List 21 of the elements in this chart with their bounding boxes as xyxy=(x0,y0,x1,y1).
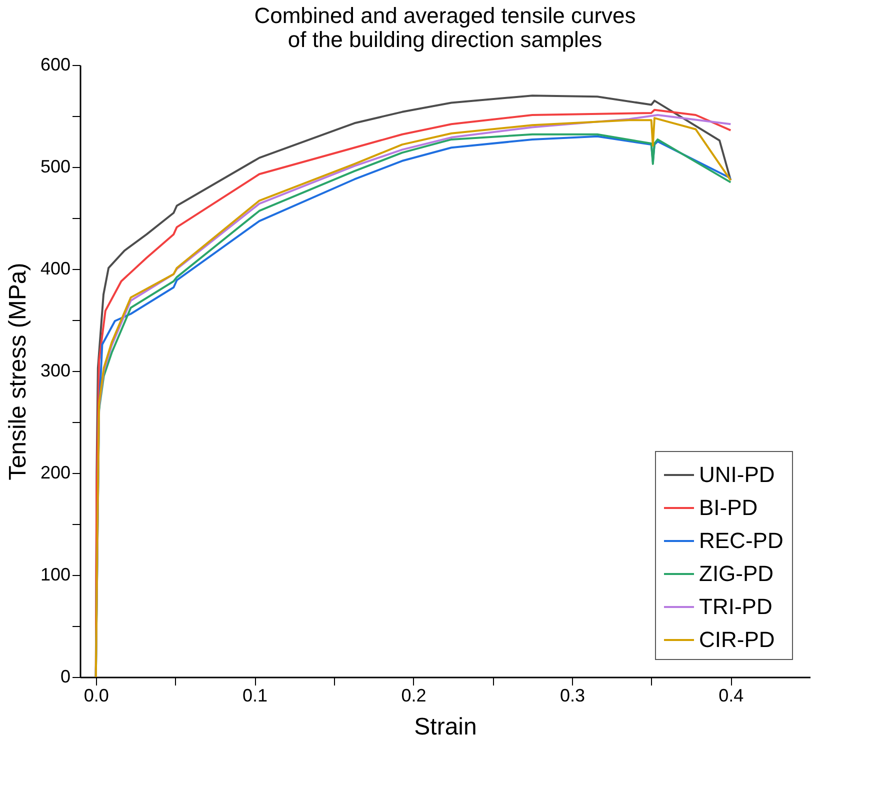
y-tick-label: 600 xyxy=(40,54,70,74)
y-tick-label: 500 xyxy=(40,156,70,176)
y-axis-title: Tensile stress (MPa) xyxy=(4,262,32,480)
y-tick-label: 300 xyxy=(40,360,70,380)
x-tick-label: 0.3 xyxy=(560,686,585,706)
y-tick-label: 0 xyxy=(60,666,70,686)
y-tick-label: 400 xyxy=(40,258,70,278)
legend-label: BI-PD xyxy=(699,495,758,520)
chart-title: Combined and averaged tensile curves of the building direction samples xyxy=(254,3,636,52)
legend-label: ZIG-PD xyxy=(699,561,774,586)
x-tick-label: 0.1 xyxy=(242,686,268,706)
y-tick-label: 200 xyxy=(40,462,70,482)
x-axis-title: Strain xyxy=(414,714,477,740)
legend-label: TRI-PD xyxy=(699,594,772,619)
x-tick-label: 0.2 xyxy=(401,686,426,706)
x-tick-label: 0.4 xyxy=(718,686,744,706)
x-tick-label: 0.0 xyxy=(84,686,109,706)
legend-label: REC-PD xyxy=(699,528,784,553)
legend-label: UNI-PD xyxy=(699,462,775,487)
y-tick-label: 100 xyxy=(40,564,70,584)
legend-label: CIR-PD xyxy=(699,627,775,652)
